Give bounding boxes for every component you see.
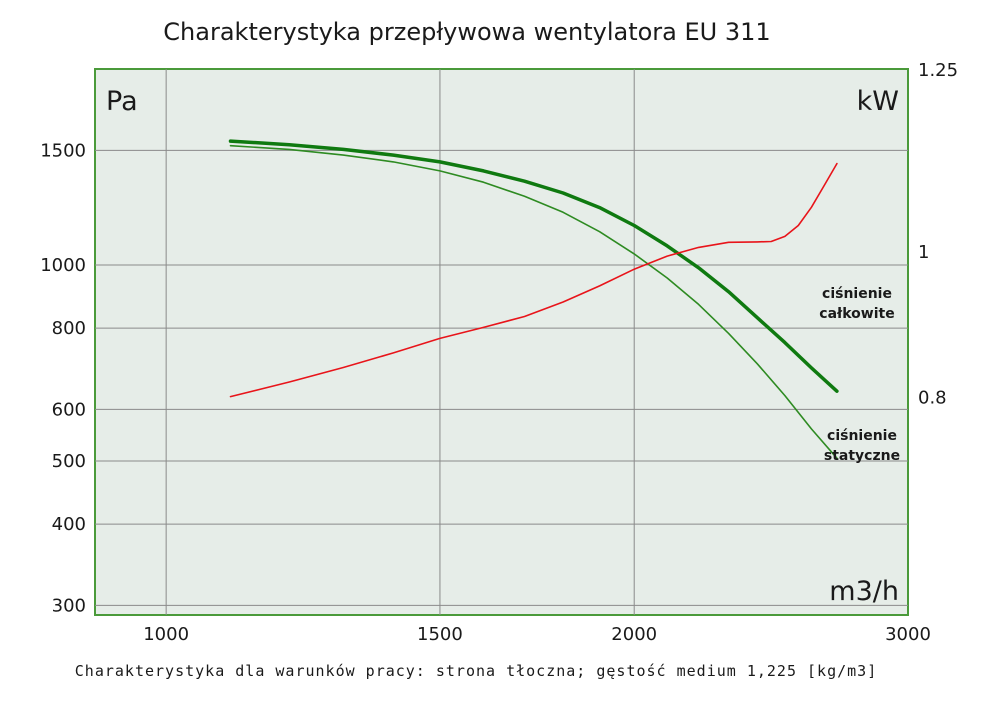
chart-footnote: Charakterystyka dla warunków pracy: stro…: [75, 662, 877, 680]
tick-labels: 1000 1500 2000 3000 300 400 500 600 800 1000 1500 0…: [40, 60, 958, 645]
x-tick-label: 1500: [417, 624, 463, 645]
y-tick-label: 400: [52, 514, 86, 535]
power-line: [229, 162, 838, 398]
y2-tick-label: 1: [918, 242, 929, 263]
series-group: [228, 139, 839, 460]
total-pressure-line: [228, 139, 839, 393]
total-pressure-annotation: ciśnienie: [822, 286, 892, 302]
static-pressure-annotation: ciśnienie: [827, 428, 897, 444]
y-axis-unit-label: Pa: [106, 86, 138, 117]
x-tick-label: 2000: [611, 624, 657, 645]
y-tick-label: 1000: [40, 255, 86, 276]
y-tick-label: 600: [52, 399, 86, 420]
x-axis-unit-label: m3/h: [829, 576, 899, 607]
y2-axis-unit-label: kW: [857, 86, 899, 117]
static-pressure-line: [229, 144, 838, 460]
static-pressure-annotation: statyczne: [824, 448, 900, 464]
y2-tick-label: 1.25: [918, 60, 958, 81]
x-tick-label: 3000: [885, 624, 931, 645]
grid: [95, 69, 908, 615]
total-pressure-annotation: całkowite: [819, 306, 894, 322]
chart-title: Charakterystyka przepływowa wentylatora …: [163, 18, 770, 46]
y-tick-label: 300: [52, 595, 86, 616]
y-tick-label: 800: [52, 318, 86, 339]
y-tick-label: 1500: [40, 140, 86, 161]
y2-tick-label: 0.8: [918, 388, 947, 409]
x-tick-label: 1000: [143, 624, 189, 645]
y-tick-label: 500: [52, 451, 86, 472]
